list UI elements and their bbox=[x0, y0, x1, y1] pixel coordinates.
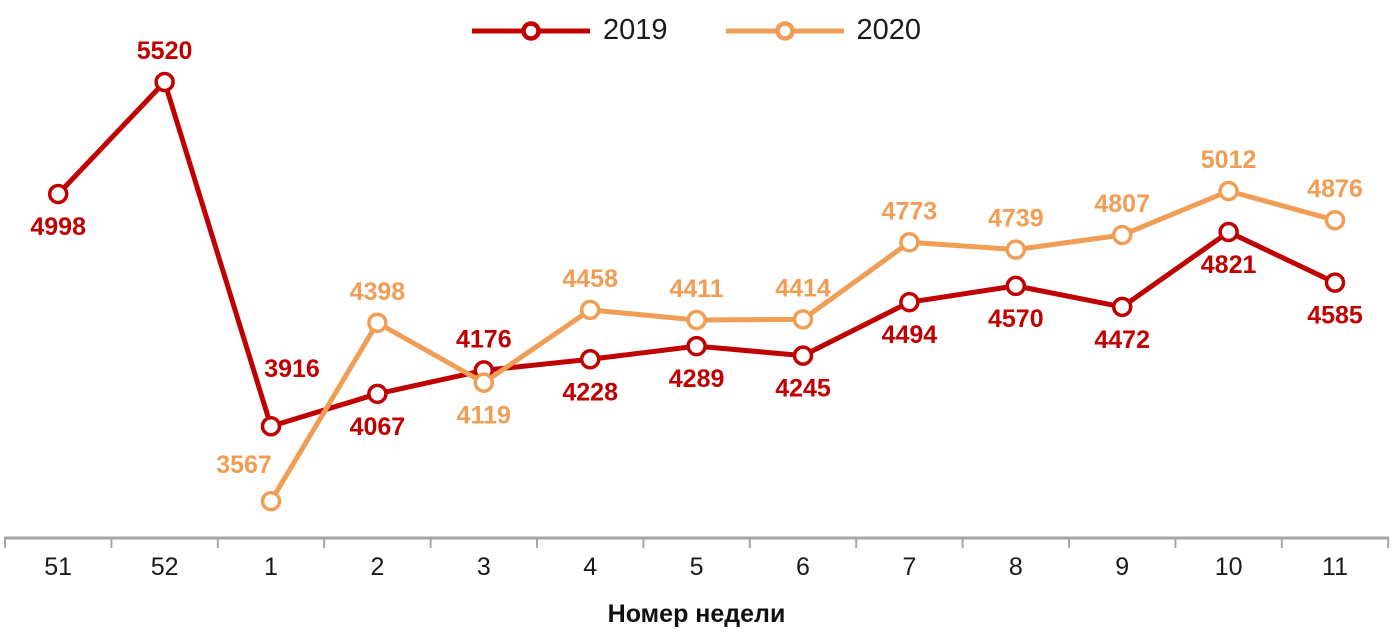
data-point-2019 bbox=[1111, 296, 1133, 318]
data-point-2020 bbox=[899, 232, 920, 253]
data-label-2019: 4228 bbox=[562, 378, 618, 406]
data-label-2019: 4067 bbox=[350, 413, 406, 441]
data-label-2020: 4411 bbox=[669, 275, 723, 303]
x-axis-title: Номер недели bbox=[607, 600, 786, 628]
data-label-2019: 4472 bbox=[1094, 326, 1150, 354]
x-tick-label: 9 bbox=[1115, 553, 1129, 581]
legend-line-marker-2019 bbox=[471, 20, 590, 41]
data-point-2019 bbox=[47, 183, 69, 205]
data-point-2019 bbox=[899, 291, 920, 313]
data-point-2020 bbox=[686, 309, 707, 331]
x-tick-label: 1 bbox=[264, 553, 278, 581]
data-label-2019: 4494 bbox=[882, 321, 938, 349]
data-label-2019: 4998 bbox=[30, 213, 86, 241]
data-label-2020: 4876 bbox=[1307, 175, 1363, 203]
data-point-2019 bbox=[1005, 275, 1027, 297]
legend-item-2020: 2020 bbox=[725, 14, 922, 46]
data-label-2020: 5012 bbox=[1201, 146, 1257, 174]
x-tick-label: 2 bbox=[370, 553, 384, 581]
data-label-2020: 3567 bbox=[216, 451, 272, 479]
data-label-2020: 4458 bbox=[562, 265, 618, 293]
legend-item-2019: 2019 bbox=[471, 14, 668, 46]
data-point-2020 bbox=[579, 299, 601, 321]
data-point-2019 bbox=[154, 71, 175, 93]
data-label-2020: 4398 bbox=[350, 278, 406, 306]
data-point-2020 bbox=[1218, 180, 1239, 202]
x-tick-label: 11 bbox=[1322, 553, 1348, 581]
data-label-2020: 4739 bbox=[988, 205, 1044, 233]
legend-line-marker-2020 bbox=[725, 20, 844, 41]
x-tick-label: 6 bbox=[796, 553, 810, 581]
data-label-2019: 4821 bbox=[1201, 251, 1257, 279]
x-tick-label: 7 bbox=[902, 553, 916, 581]
data-label-2020: 4414 bbox=[775, 274, 831, 302]
data-label-2019: 4176 bbox=[456, 325, 512, 353]
data-point-2020 bbox=[367, 312, 388, 334]
data-label-2019: 4289 bbox=[669, 365, 725, 393]
data-point-2019 bbox=[686, 335, 707, 357]
data-label-2020: 4807 bbox=[1094, 190, 1150, 218]
legend-label-2019: 2019 bbox=[602, 14, 668, 46]
data-point-2019 bbox=[792, 345, 814, 366]
x-tick-label: 5 bbox=[690, 553, 704, 581]
data-point-2019 bbox=[1218, 221, 1239, 243]
data-point-2019 bbox=[260, 415, 282, 437]
x-tick-label: 3 bbox=[477, 553, 491, 581]
data-point-2020 bbox=[473, 372, 495, 393]
data-point-2020 bbox=[1005, 239, 1027, 260]
data-label-2020: 4773 bbox=[882, 197, 938, 225]
data-point-2019 bbox=[1324, 272, 1346, 293]
data-point-2020 bbox=[792, 309, 814, 330]
data-label-2019: 3916 bbox=[264, 355, 320, 383]
data-label-2020: 4119 bbox=[457, 402, 511, 430]
x-tick-label: 8 bbox=[1009, 553, 1023, 581]
data-point-2019 bbox=[579, 349, 601, 370]
data-label-2019: 4245 bbox=[775, 375, 831, 403]
legend-label-2020: 2020 bbox=[856, 14, 922, 46]
data-label-2019: 4585 bbox=[1307, 302, 1363, 330]
data-point-2020 bbox=[1324, 209, 1346, 231]
x-tick-label: 52 bbox=[151, 553, 179, 581]
chart-legend: 2019 2020 bbox=[0, 16, 1393, 45]
data-label-2019: 4570 bbox=[988, 305, 1044, 333]
data-point-2019 bbox=[367, 383, 388, 405]
x-tick-label: 10 bbox=[1215, 553, 1243, 581]
x-tick-label: 4 bbox=[583, 553, 597, 581]
x-tick-label: 51 bbox=[44, 553, 72, 581]
data-label-2019: 5520 bbox=[137, 37, 193, 65]
data-point-2020 bbox=[260, 490, 282, 512]
data-point-2020 bbox=[1111, 224, 1133, 246]
